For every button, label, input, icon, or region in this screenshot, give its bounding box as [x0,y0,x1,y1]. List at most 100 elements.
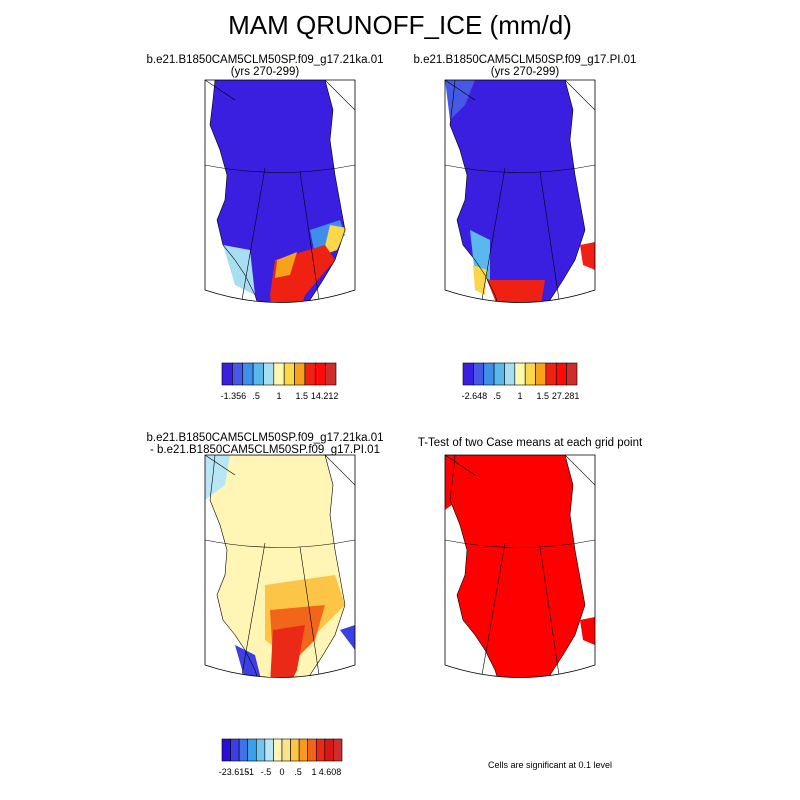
colorbar-swatch [255,738,266,762]
colorbar-tick-label: -2.648 [461,391,488,401]
ice-field-high [323,225,347,255]
colorbar-swatch [252,362,264,386]
colorbar-swatch [290,738,300,762]
graticule-line [234,542,266,678]
significant-cells [450,455,585,678]
graticule-line [474,167,506,303]
colorbar-swatch [238,738,249,762]
graticule-line [299,546,326,678]
colorbar-bottom-left [221,738,343,762]
colorbar-top-left [221,362,337,386]
panel-title-top-right: b.e21.B1850CAM5CLM50SP.f09_g17.PI.01 (yr… [400,54,650,78]
colorbar-swatch [294,362,306,386]
colorbar-tick-label: 4.608 [318,767,342,777]
colorbar-swatch [304,362,316,386]
colorbar-swatch [535,362,547,386]
colorbar-swatch [273,738,283,762]
panel-title-top-left: b.e21.B1850CAM5CLM50SP.f09_g17.21ka.01 (… [140,54,390,78]
graticule-line [474,542,506,678]
colorbar-swatch [221,362,233,386]
colorbar-swatch [298,738,309,762]
colorbar-top-right [462,362,578,386]
graticule-line [205,455,236,476]
graticule-line [205,164,355,173]
colorbar-swatch [232,362,244,386]
map-frame [204,454,356,678]
map-frame [444,454,596,678]
colorbar-tick-label: -1.356 [220,391,247,401]
colorbar-tick-label: -.5 [260,767,272,777]
coastline [449,455,586,678]
map-panel-top-left [204,79,356,303]
significance-note: Cells are significant at 0.1 level [487,760,613,770]
significant-cells [445,455,475,510]
map-panel-bottom-left [204,454,356,678]
ice-field-max [487,280,545,303]
coastline [209,80,346,303]
graticule-line [445,539,595,548]
map-panel-bottom-right [444,454,596,678]
graticule-line [564,455,595,486]
panel-title-bottom-left: b.e21.B1850CAM5CLM50SP.f09_g17.21ka.01 -… [140,432,390,456]
panel-title-line: b.e21.B1850CAM5CLM50SP.f09_g17.21ka.01 [146,432,384,444]
colorbar-swatch [324,738,334,762]
colorbar-swatch [493,362,505,386]
colorbar-labels-top-right: -2.648 .5 1 1.5 27.281 [461,391,580,403]
graticule-line [205,539,355,548]
panel-title-line: b.e21.B1850CAM5CLM50SP.f09_g17.PI.01 [413,54,637,66]
colorbar-swatch [314,362,326,386]
map-panel-top-right [444,79,596,303]
panel-title-bottom-right: T-Test of two Case means at each grid po… [395,437,665,449]
colorbar-swatch [221,738,231,762]
colorbar-swatch [555,362,567,386]
graticule-line [324,80,355,111]
figure-title: MAM QRUNOFF_ICE (mm/d) [228,10,572,40]
colorbar-tick-label: 1 [276,391,282,401]
colorbar-swatch [307,738,317,762]
graticule-line [564,80,595,111]
ice-field-high [275,252,297,278]
graticule-line [445,164,595,173]
coastline [449,80,586,303]
map-frame [444,79,596,303]
colorbar-swatch [545,362,557,386]
ice-field-mid [445,80,475,120]
colorbar-tick-label: 1 [517,391,523,401]
panel-title-line: T-Test of two Case means at each grid po… [417,437,643,449]
coastline [209,455,346,678]
colorbar-swatch [283,362,295,386]
colorbar-swatch [247,738,257,762]
colorbar-swatch [325,362,337,386]
colorbar-swatch [242,362,254,386]
ice-field-mid [223,245,255,295]
colorbar-tick-label: .5 [493,391,501,401]
colorbar-tick-label: .5 [252,391,260,401]
panel-title-line: - b.e21.B1850CAM5CLM50SP.f09_g17.PI.01 [150,444,380,456]
graticule-line [539,171,566,303]
colorbar-swatch [473,362,485,386]
graticule-line [539,546,566,678]
colorbar-swatch [504,362,516,386]
graticule-line [205,80,236,101]
ice-field-max [580,242,595,270]
colorbar-tick-label: 1.5 [536,391,550,401]
colorbar-tick-label: 0 [279,767,285,777]
colorbar-swatch [483,362,495,386]
colorbar-labels-top-left: -1.356 .5 1 1.5 14.212 [220,391,339,403]
ice-field-min [340,625,355,650]
colorbar-swatch [281,738,291,762]
graticule-line [445,455,476,476]
colorbar-swatch [230,738,240,762]
colorbar-tick-label: 14.212 [310,391,339,401]
significant-cells [580,617,595,645]
ice-field-max [270,625,305,678]
colorbar-tick-label: -1 [245,767,255,777]
colorbar-tick-label: 27.281 [551,391,580,401]
panel-title-line: (yrs 270-299) [490,66,560,78]
panel-title-line: b.e21.B1850CAM5CLM50SP.f09_g17.21ka.01 [146,54,384,66]
ice-field-high [473,265,487,295]
colorbar-swatch [263,362,275,386]
colorbar-swatch [462,362,474,386]
graticule-line [324,455,355,486]
colorbar-tick-label: 1.5 [295,391,309,401]
